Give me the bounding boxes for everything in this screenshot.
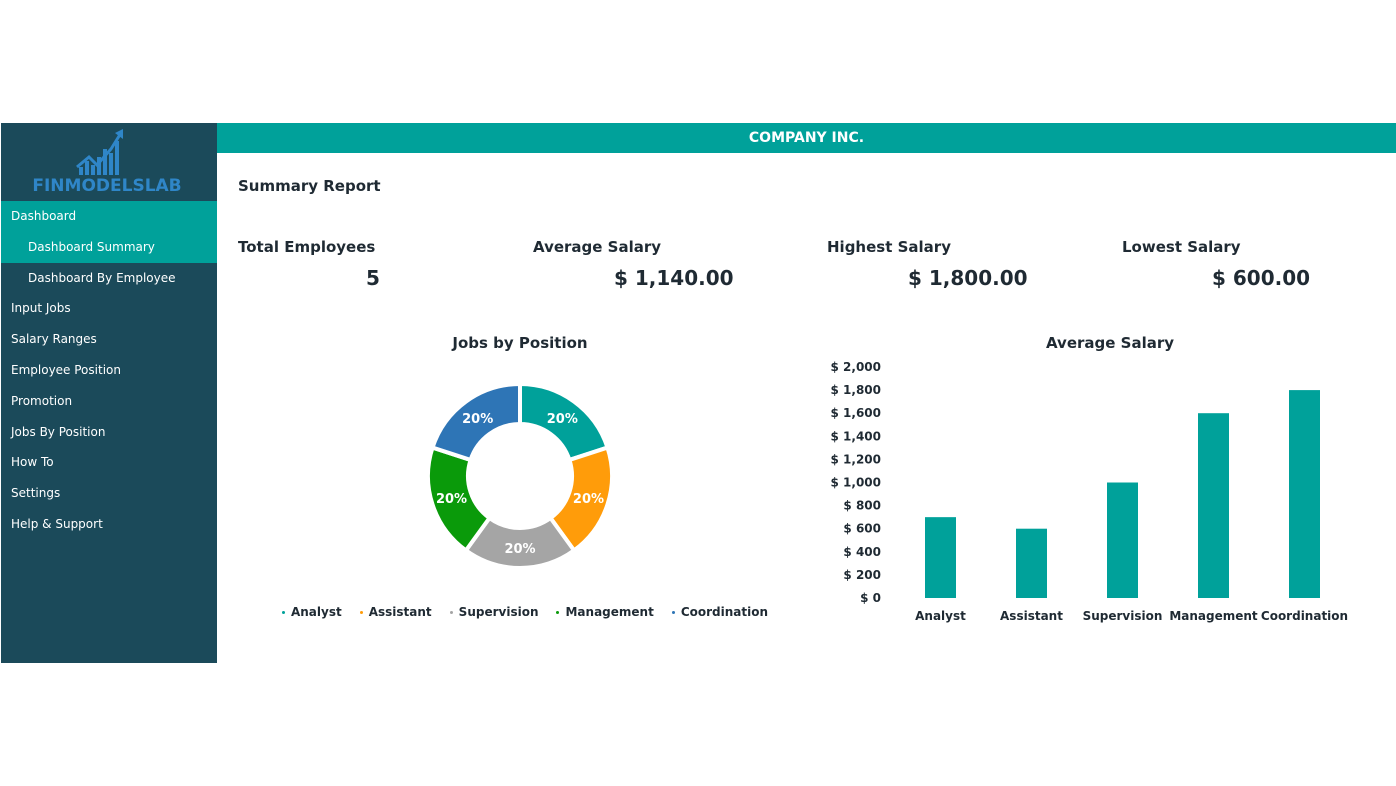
sidebar-item-dashboard-by-employee[interactable]: Dashboard By Employee <box>28 270 176 285</box>
slice-coordination <box>429 381 522 463</box>
y-tick-label: $ 600 <box>843 522 881 536</box>
sidebar-item-employee-position[interactable]: Employee Position <box>11 363 121 377</box>
bar-management <box>1198 413 1229 598</box>
legend-marker-icon <box>449 610 453 614</box>
legend-label: Coordination <box>680 605 769 619</box>
y-tick-label: $ 1,400 <box>831 429 881 443</box>
legend-item-supervision: Supervision <box>449 602 539 622</box>
kpi-value-total-employees: 5 <box>366 266 380 290</box>
bar-supervision <box>1107 482 1138 598</box>
legend-marker-icon <box>359 610 363 614</box>
legend-item-assistant: Assistant <box>359 602 432 622</box>
sidebar-item-promotion[interactable]: Promotion <box>11 393 73 408</box>
bar-coordination <box>1289 390 1320 598</box>
x-tick-label-supervision: Supervision <box>1083 609 1163 623</box>
chart-logo-icon <box>76 129 123 175</box>
company-header: COMPANY INC. <box>217 123 1396 153</box>
sidebar-item-dashboard-summary[interactable]: Dashboard Summary <box>1 231 217 263</box>
slice-label-assistant: 20% <box>573 492 604 507</box>
legend-marker-icon <box>671 610 675 614</box>
bar-chart-title: Average Salary <box>1045 334 1175 352</box>
x-tick-label-management: Management <box>1169 609 1258 623</box>
sidebar-item-jobs-by-position[interactable]: Jobs By Position <box>11 424 106 439</box>
logo-text: FINMODELSLAB <box>32 176 182 196</box>
jobs-by-position-chart: 20% 20% 20% 20% 20% <box>426 381 614 570</box>
donut-chart-title: Jobs by Position <box>452 334 588 352</box>
kpi-label-average-salary: Average Salary <box>533 238 662 256</box>
slice-label-supervision: 20% <box>504 542 535 557</box>
bar-assistant <box>1016 528 1047 598</box>
kpi-label-lowest-salary: Lowest Salary <box>1122 238 1241 256</box>
sidebar-item-input-jobs[interactable]: Input Jobs <box>11 301 71 316</box>
average-salary-chart: $ 0 $ 200 $ 400 $ 600 $ 800 $ 1,000 $ 1,200 $ 1… <box>831 360 1349 623</box>
kpi-label-total-employees: Total Employees <box>238 238 376 256</box>
legend-marker-icon <box>281 610 285 614</box>
legend-marker-icon <box>556 610 560 614</box>
kpi-label-highest-salary: Highest Salary <box>827 238 951 256</box>
kpi-value-average-salary: $ 1,140.00 <box>614 266 734 290</box>
legend-item-management: Management <box>556 602 654 622</box>
x-tick-label-assistant: Assistant <box>1000 609 1063 623</box>
x-tick-label-analyst: Analyst <box>915 609 966 623</box>
legend-label: Management <box>565 605 654 619</box>
y-tick-label: $ 0 <box>860 591 881 605</box>
x-tick-label-coordination: Coordination <box>1261 609 1348 623</box>
sidebar-item-settings[interactable]: Settings <box>11 486 61 501</box>
sidebar-item-how-to[interactable]: How To <box>11 455 54 470</box>
y-tick-label: $ 1,200 <box>831 452 881 466</box>
kpi-value-highest-salary: $ 1,800.00 <box>908 266 1028 290</box>
y-tick-label: $ 1,800 <box>831 383 881 397</box>
bar-analyst <box>925 517 956 598</box>
donut-legend: Analyst Assistant Supervision Management Coo… <box>280 602 770 622</box>
legend-label: Supervision <box>458 605 539 619</box>
y-tick-label: $ 1,600 <box>831 406 881 420</box>
slice-label-analyst: 20% <box>547 412 578 427</box>
y-tick-label: $ 1,000 <box>831 476 881 490</box>
page-title: Summary Report <box>238 177 381 195</box>
y-tick-label: $ 200 <box>843 568 881 582</box>
legend-item-analyst: Analyst <box>281 602 342 622</box>
slice-label-management: 20% <box>436 492 467 507</box>
legend-label: Analyst <box>290 605 342 619</box>
sidebar: FINMODELSLAB Dashboard Dashboard Summary D… <box>1 123 217 663</box>
legend-item-coordination: Coordination <box>671 602 769 622</box>
legend-label: Assistant <box>368 605 432 619</box>
sidebar-item-dashboard[interactable]: Dashboard <box>1 201 217 232</box>
kpi-value-lowest-salary: $ 600.00 <box>1212 266 1311 290</box>
slice-label-coordination: 20% <box>462 412 493 427</box>
finmodelslab-logo: FINMODELSLAB <box>27 127 187 199</box>
y-tick-label: $ 800 <box>843 499 881 513</box>
sidebar-item-help-and-support[interactable]: Help & Support <box>11 517 103 531</box>
sidebar-item-salary-ranges[interactable]: Salary Ranges <box>11 332 97 347</box>
y-tick-label: $ 400 <box>843 545 881 559</box>
y-tick-label: $ 2,000 <box>831 360 881 374</box>
